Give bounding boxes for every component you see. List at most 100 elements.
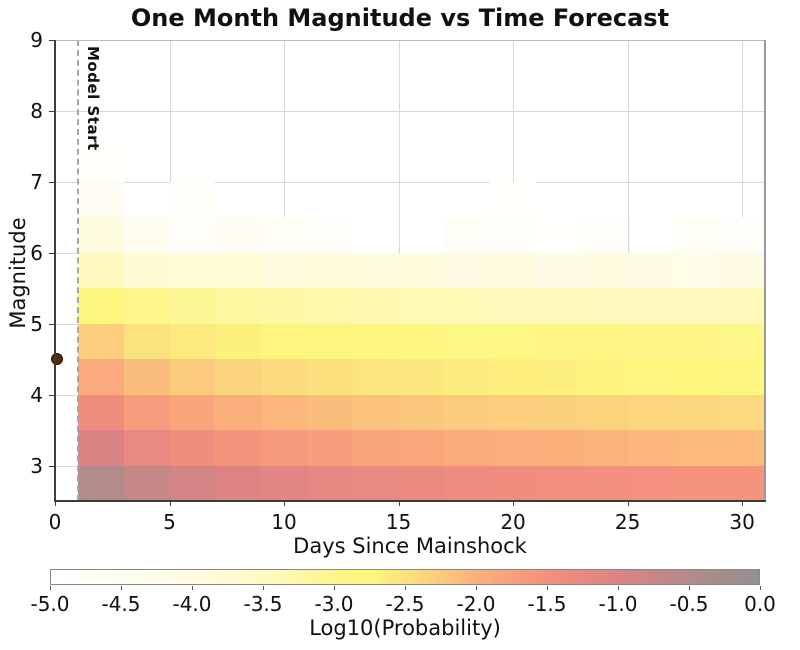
heatmap-cell <box>536 395 582 430</box>
colorbar-tick <box>476 586 478 590</box>
heatmap-cell <box>399 324 444 359</box>
x-tick <box>55 501 57 506</box>
plot-area: Model Start 0 5 10 15 20 25 30 3 4 5 6 7 8 9 <box>30 28 766 534</box>
bottom-spine <box>54 500 766 502</box>
heatmap-cell <box>78 324 124 359</box>
heatmap-cell <box>170 324 215 359</box>
heatmap-cell <box>215 466 261 501</box>
heatmap-cell <box>719 395 765 430</box>
colorbar-tick <box>263 586 265 590</box>
left-spine <box>54 40 56 501</box>
heatmap-cell <box>261 324 307 359</box>
heatmap-cell <box>170 288 215 324</box>
heatmap-cell <box>307 324 353 359</box>
heatmap-cell <box>353 288 399 324</box>
colorbar-tick <box>192 586 194 590</box>
heatmap-cell <box>307 217 353 253</box>
colorbar-tick-label: -2.5 <box>385 592 425 616</box>
y-tick <box>49 252 54 255</box>
heatmap-cell <box>582 324 628 359</box>
heatmap-cell <box>307 359 353 395</box>
heatmap-cell <box>170 217 215 253</box>
colorbar-tick-label: -3.5 <box>243 592 283 616</box>
heatmap-cell <box>490 324 536 359</box>
colorbar-tick-label: -2.0 <box>456 592 496 616</box>
heatmap-cell <box>124 466 170 501</box>
heatmap-cell <box>673 359 719 395</box>
heatmap-cell <box>78 217 124 253</box>
heatmap-cell <box>490 182 536 217</box>
y-tick <box>49 465 54 467</box>
heatmap-cell <box>628 359 673 395</box>
heatmap-cell <box>582 466 628 501</box>
heatmap-cell <box>215 324 261 359</box>
y-tick-label: 4 <box>30 382 43 407</box>
heatmap-cell <box>490 253 536 288</box>
colorbar-tick <box>405 586 407 590</box>
heatmap-cell <box>307 288 353 324</box>
heatmap-cell <box>261 359 307 395</box>
heatmap-cell <box>582 253 628 288</box>
heatmap-cell <box>124 359 170 395</box>
heatmap-cell <box>170 395 215 430</box>
y-tick <box>49 394 54 396</box>
heatmap-cell <box>78 359 124 395</box>
heatmap-cell <box>673 217 719 253</box>
colorbar-tick-label: -5.0 <box>30 592 70 616</box>
colorbar-tick-label: -1.5 <box>527 592 567 616</box>
heatmap-cell <box>444 288 490 324</box>
colorbar-tick <box>547 586 549 590</box>
heatmap-cell <box>719 253 765 288</box>
heatmap-cell <box>628 430 673 466</box>
heatmap-cell <box>719 324 765 359</box>
colorbar-tick <box>121 586 123 590</box>
heatmap-cell <box>490 466 536 501</box>
heatmap-cell <box>444 430 490 466</box>
heatmap-cell <box>399 466 444 501</box>
heatmap-cell <box>628 253 673 288</box>
heatmap-cell <box>307 430 353 466</box>
heatmap-cell <box>124 395 170 430</box>
heatmap-cell <box>215 217 261 253</box>
x-tick <box>513 501 515 506</box>
y-tick-label: 7 <box>30 169 43 194</box>
top-spine <box>55 40 765 41</box>
heatmap-cell <box>261 466 307 501</box>
heatmap-cell <box>215 253 261 288</box>
colorbar-tick-label: 0.0 <box>744 592 776 616</box>
heatmap-cell <box>628 395 673 430</box>
heatmap-cell <box>78 253 124 288</box>
heatmap-cell <box>353 430 399 466</box>
heatmap-cell <box>78 430 124 466</box>
y-tick-label: 8 <box>30 98 43 123</box>
heatmap-cell <box>353 359 399 395</box>
x-tick-label: 25 <box>614 510 641 534</box>
x-tick-label: 10 <box>271 510 297 534</box>
heatmap-cell <box>673 288 719 324</box>
heatmap-cell <box>124 324 170 359</box>
heatmap-cell <box>399 359 444 395</box>
x-tick <box>398 501 400 506</box>
heatmap-cell <box>261 395 307 430</box>
y-tick-label: 9 <box>30 28 43 52</box>
colorbar-tick-label: -4.5 <box>101 592 141 616</box>
x-tick <box>284 501 286 506</box>
heatmap-cell <box>307 253 353 288</box>
heatmap-cell <box>673 430 719 466</box>
x-tick-label: 20 <box>500 510 526 534</box>
heatmap-cell <box>78 466 124 501</box>
heatmap-cell <box>170 466 215 501</box>
heatmap-cell <box>490 395 536 430</box>
colorbar-tick <box>334 586 336 590</box>
heatmap-cell <box>673 324 719 359</box>
heatmap-cell <box>170 359 215 395</box>
x-tick-label: 15 <box>385 510 412 534</box>
heatmap-cell <box>170 430 215 466</box>
y-tick <box>49 181 54 184</box>
x-tick-label: 0 <box>48 510 62 534</box>
heatmap-cell <box>628 466 673 501</box>
y-tick <box>49 110 54 113</box>
heatmap-cell <box>399 395 444 430</box>
y-tick-label: 5 <box>30 311 43 336</box>
h-gridline <box>55 181 765 183</box>
